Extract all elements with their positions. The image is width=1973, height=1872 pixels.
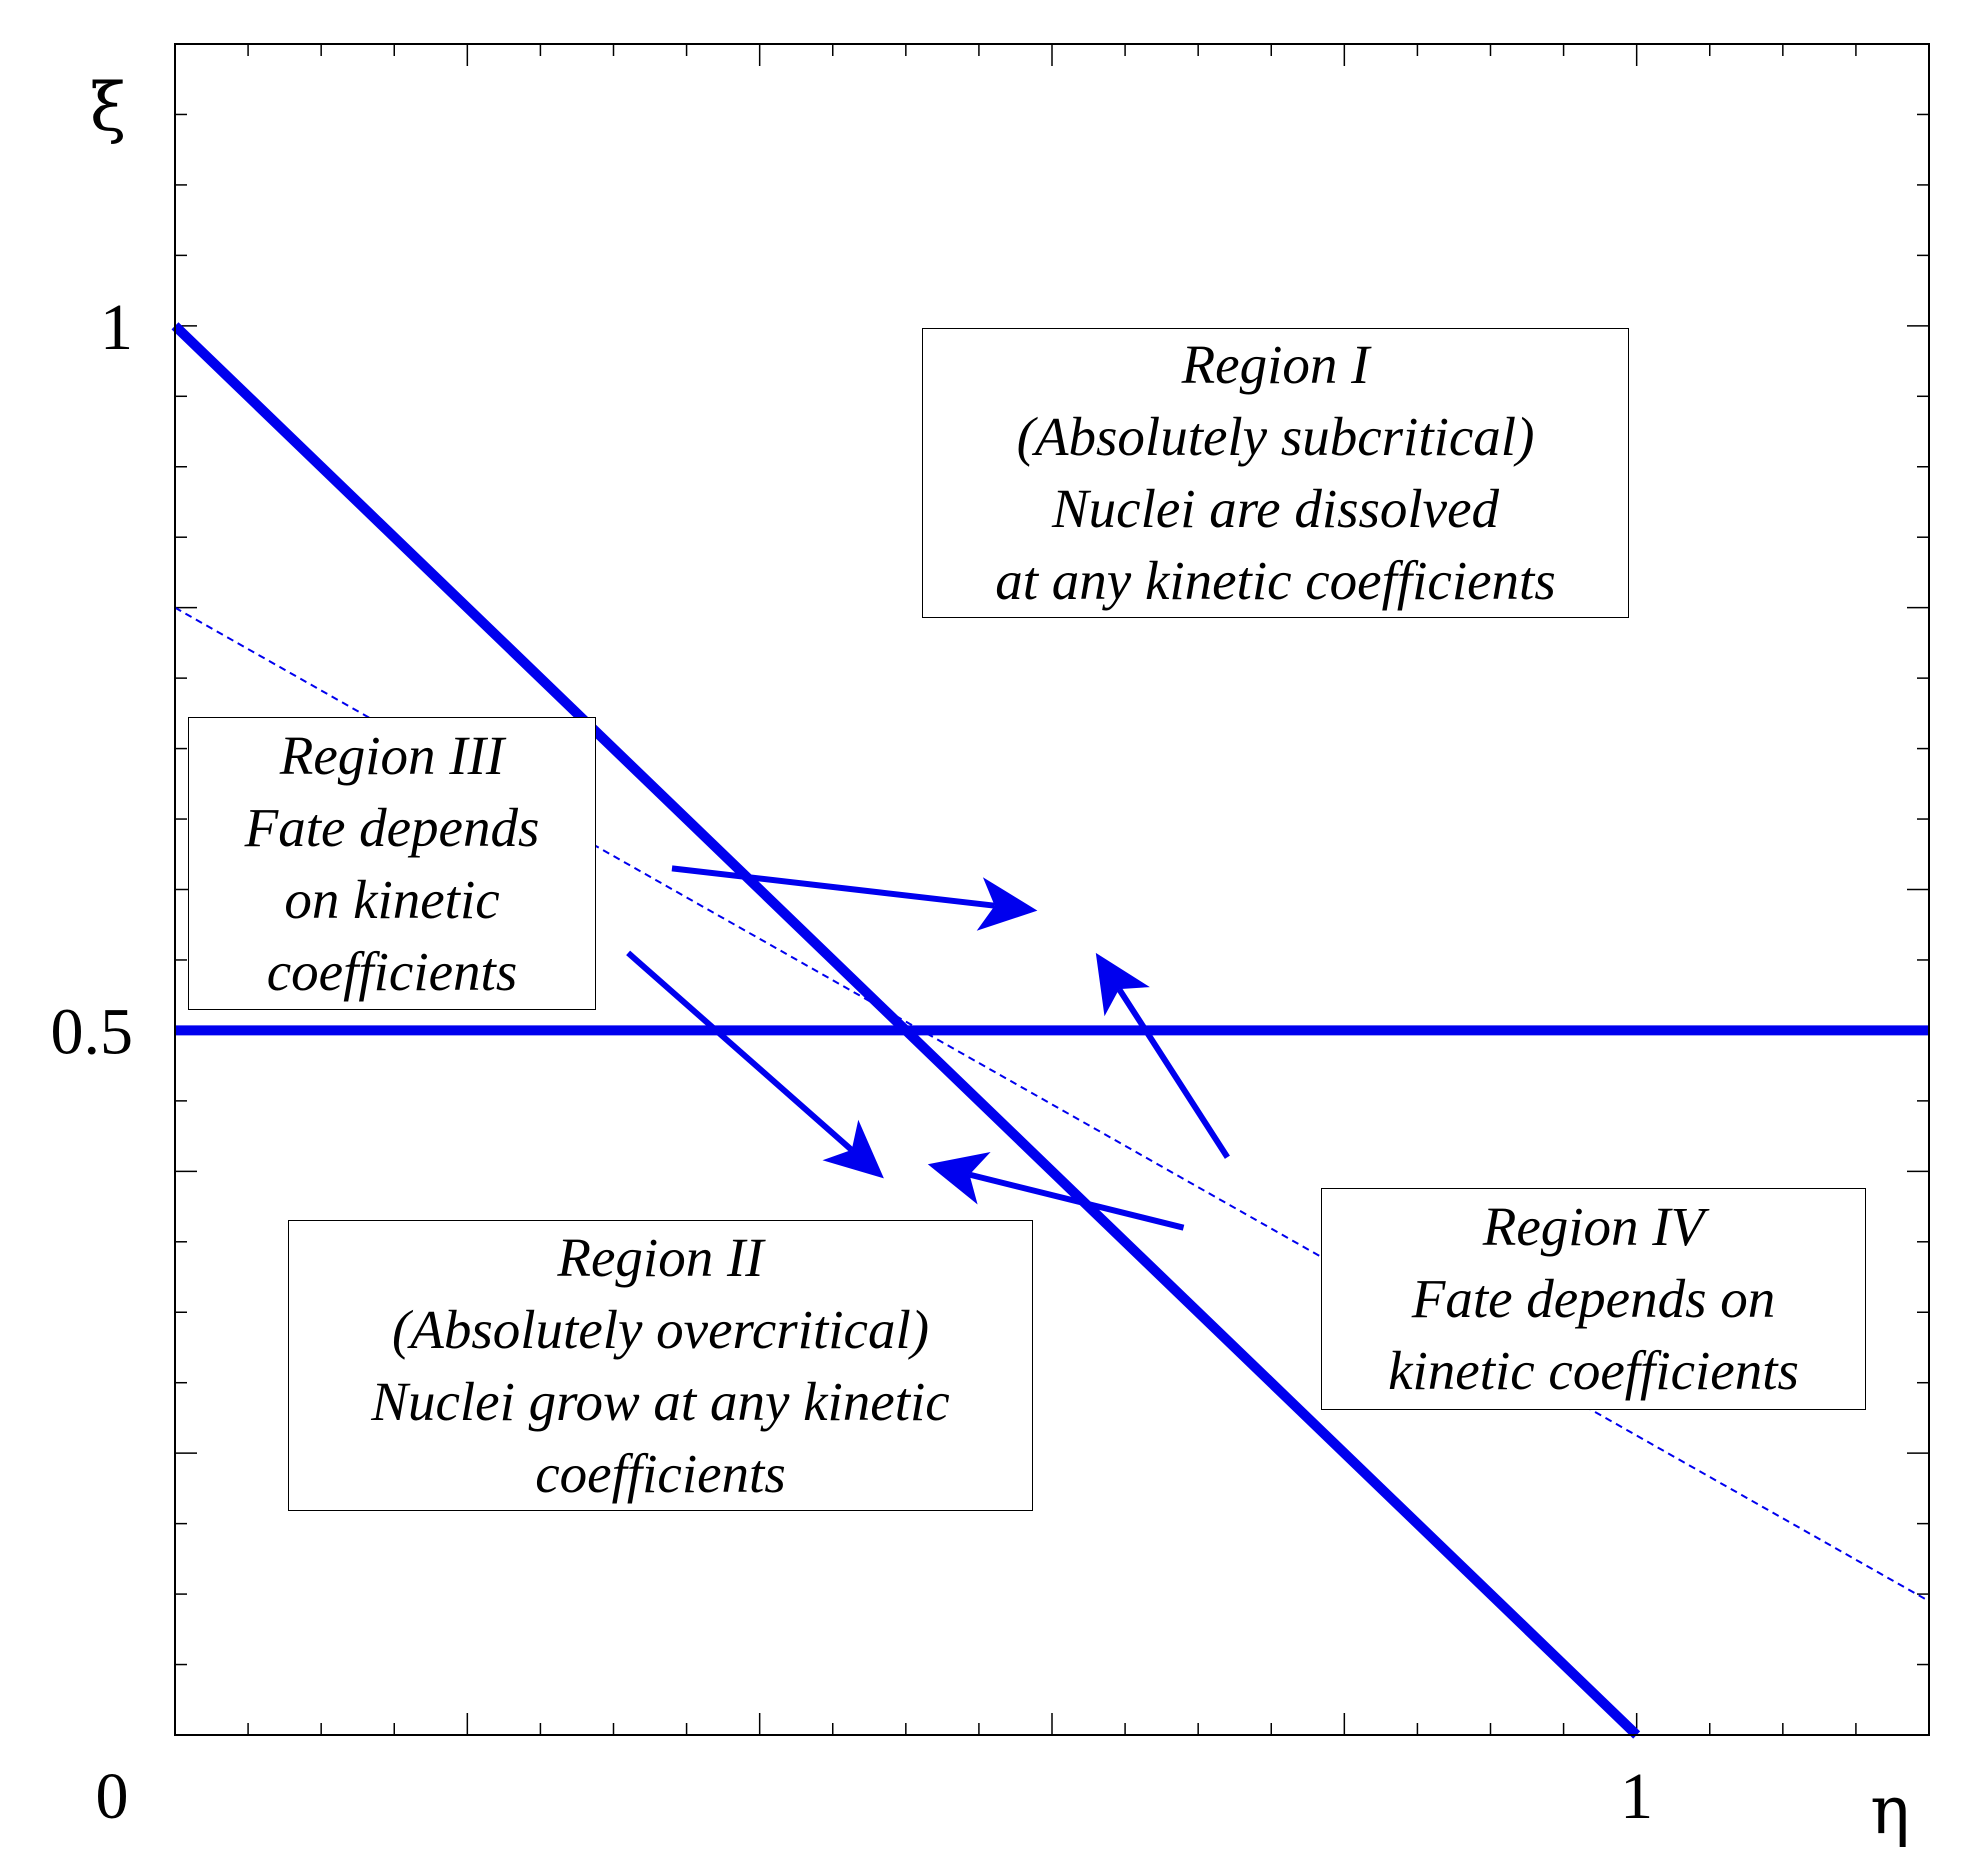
chart-series [171, 322, 1930, 1739]
region-1-title: Region I [1181, 334, 1370, 395]
region-2-line-3: Nuclei grow at any kinetic [371, 1370, 950, 1432]
region-2-line-2: (Absolutely overcritical) [391, 1298, 930, 1360]
region-3-line-2: Fate depends [244, 796, 540, 858]
region-1-annotation: Region I (Absolutely subcritical) Nuclei… [922, 328, 1629, 618]
y-tick-label: 1 [100, 291, 133, 364]
x-axis-label: η [1870, 1772, 1910, 1849]
region-3-line-4: coefficients [266, 940, 518, 1002]
region-2-annotation: Region II (Absolutely overcritical) Nucl… [288, 1220, 1033, 1511]
arrow-shaft-4 [1116, 987, 1230, 1159]
region-4-line-3: kinetic coefficients [1388, 1340, 1799, 1401]
arrow-head-3 [927, 1152, 991, 1205]
y-axis-label: ξ [90, 69, 126, 146]
y-tick-label: 0.5 [51, 995, 134, 1068]
region-4-line-2: Fate depends on [1411, 1268, 1776, 1329]
region-1-line-2: (Absolutely subcritical) [1016, 406, 1535, 467]
region-4-annotation: Region IV Fate depends on kinetic coeffi… [1321, 1188, 1866, 1410]
region-1-line-4: at any kinetic coefficients [995, 550, 1556, 611]
arrow-shaft-3 [968, 1171, 1185, 1231]
arrow-shaft-1 [671, 865, 996, 909]
arrow-shaft-2 [626, 950, 854, 1153]
chart-arrows [626, 865, 1230, 1231]
region-2-title: Region II [557, 1226, 764, 1288]
region-2-line-4: coefficients [535, 1442, 786, 1504]
axis-ticks [175, 44, 1929, 1735]
tick-labels: 0.5 1 0 1 [51, 291, 1654, 1833]
x-tick-label: 0 [96, 1760, 129, 1833]
arrow-head-1 [976, 877, 1038, 931]
arrow-head-2 [822, 1119, 884, 1179]
region-3-title: Region III [279, 724, 505, 786]
arrow-head-4 [1095, 952, 1150, 1017]
region-4-title: Region IV [1482, 1196, 1705, 1257]
region-3-annotation: Region III Fate depends on kinetic coeff… [188, 717, 596, 1010]
x-tick-label: 1 [1620, 1760, 1653, 1833]
region-1-line-3: Nuclei are dissolved [1051, 478, 1500, 539]
plot-frame [174, 43, 1930, 1736]
region-3-line-3: on kinetic [284, 868, 500, 930]
